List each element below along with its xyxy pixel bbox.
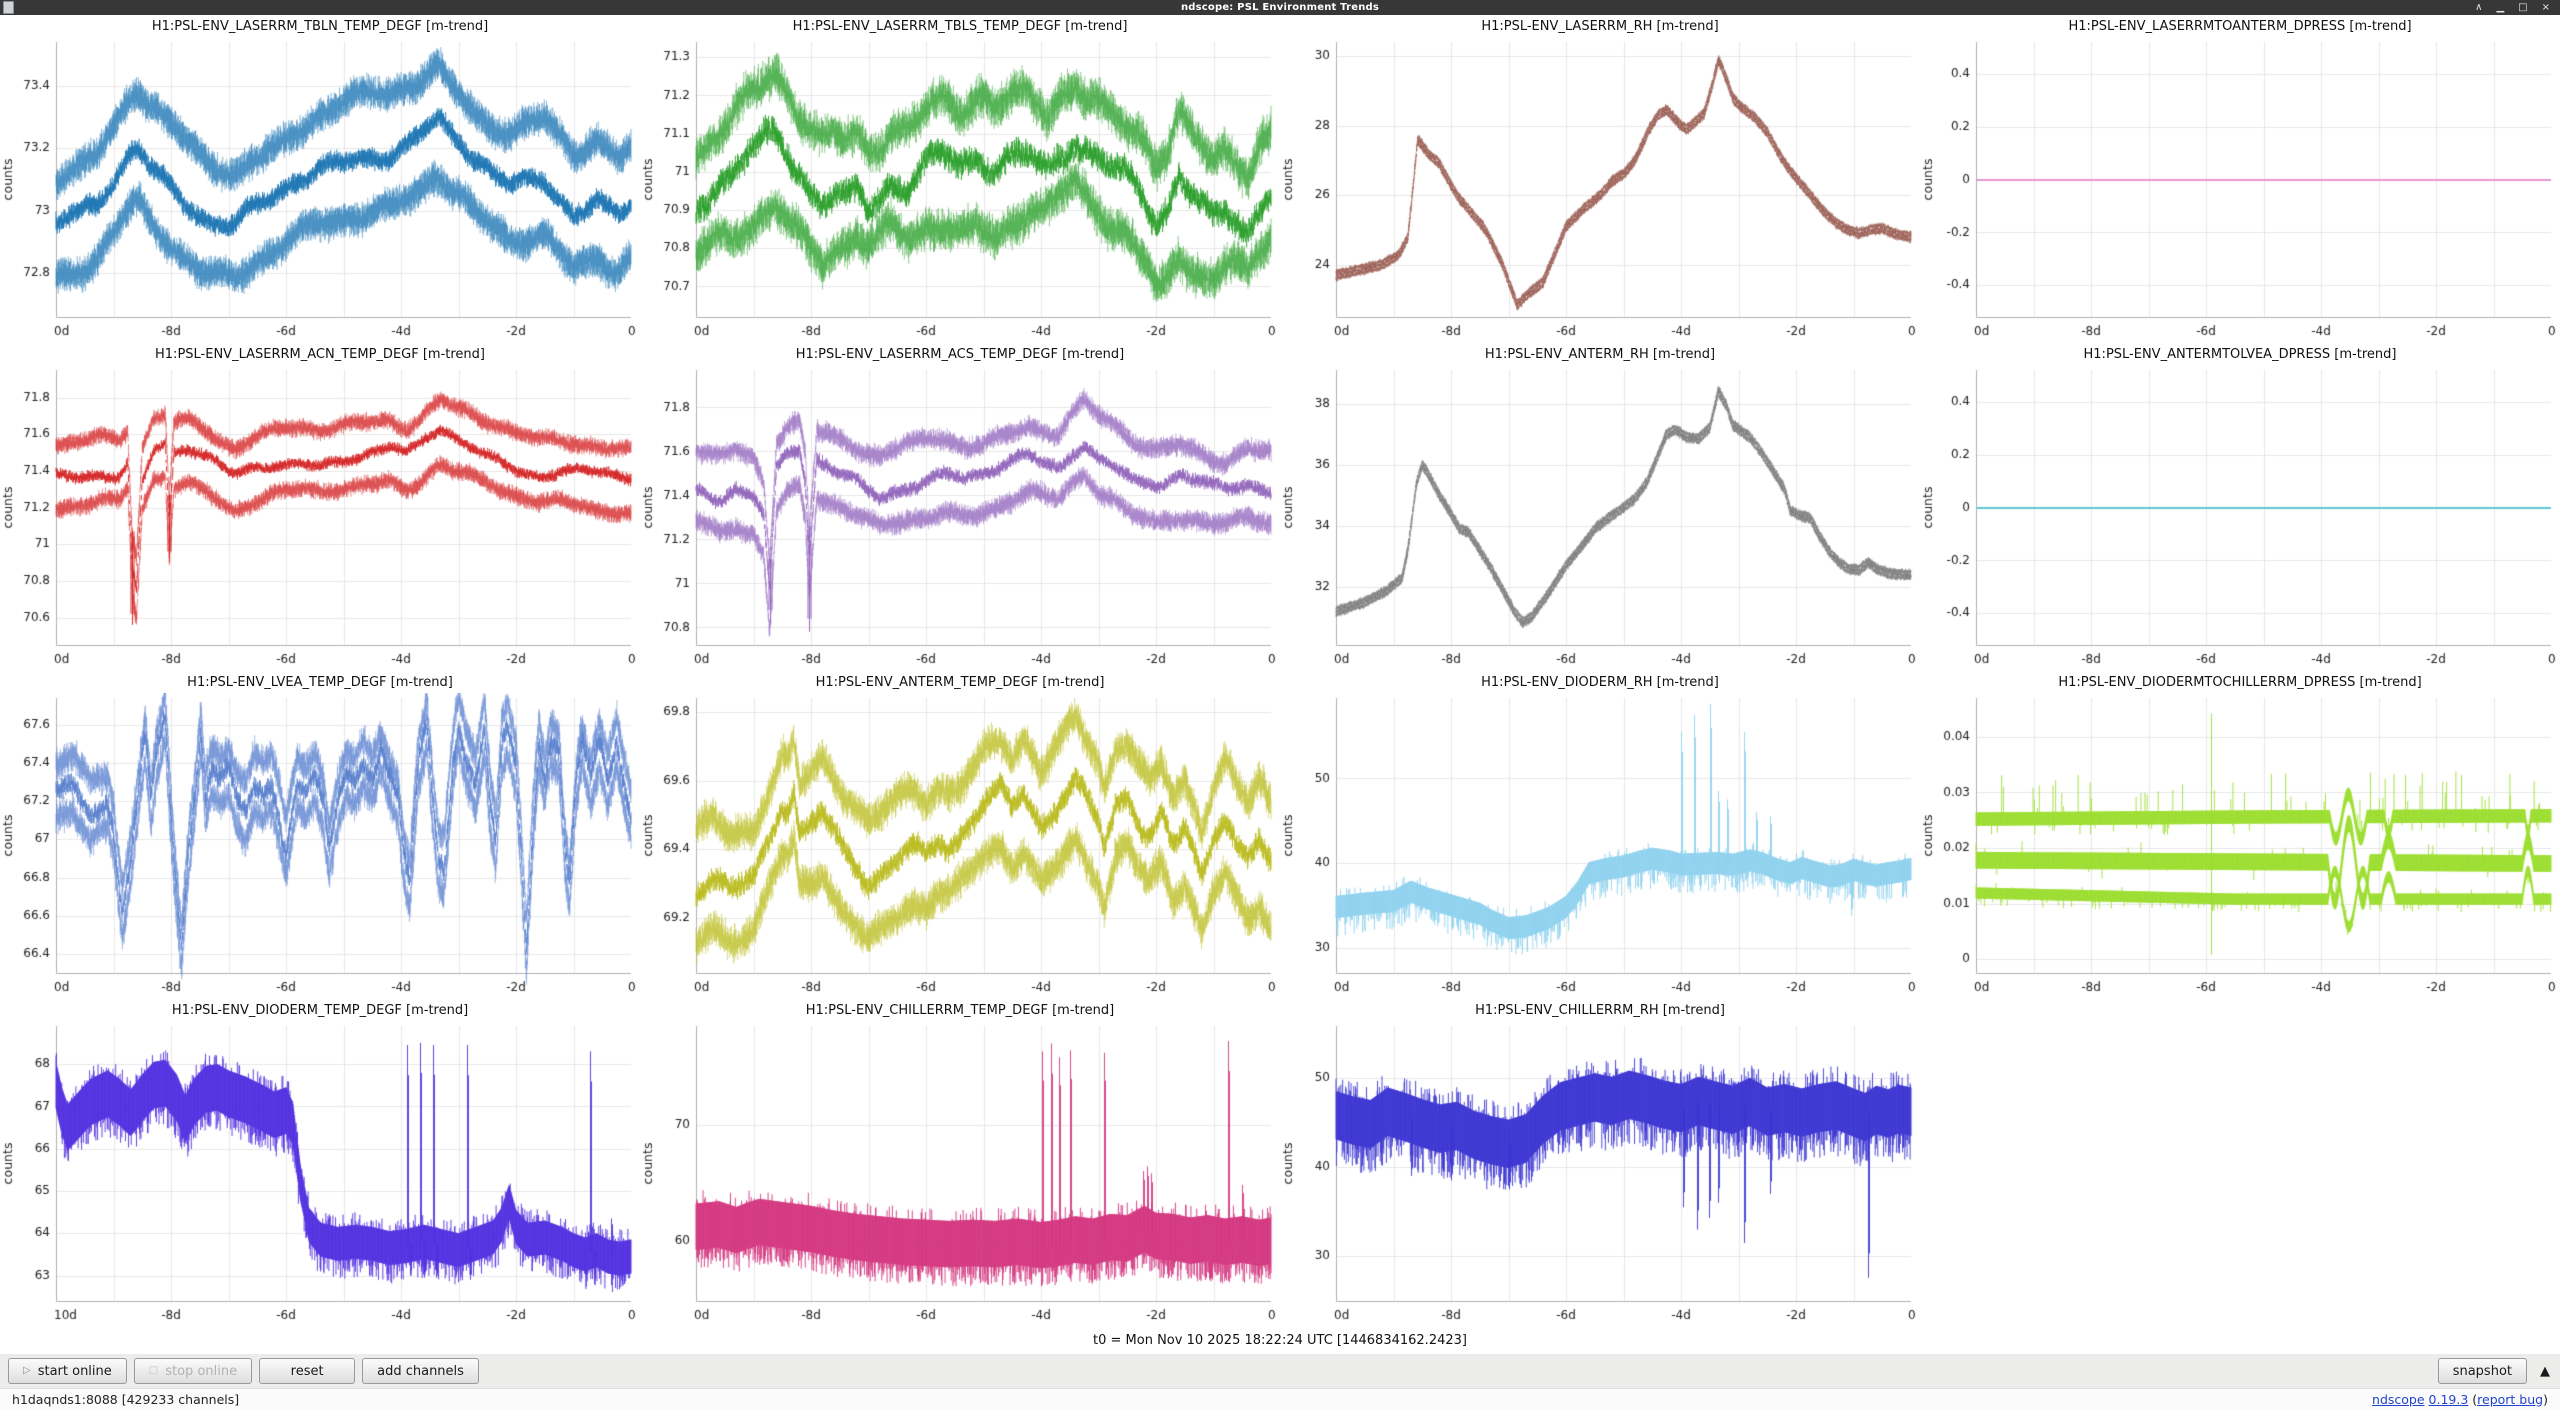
- plot-panel[interactable]: H1:PSL-ENV_ANTERM_TEMP_DEGF [m-trend]: [640, 671, 1280, 999]
- plot-panel[interactable]: H1:PSL-ENV_LVEA_TEMP_DEGF [m-trend]: [0, 671, 640, 999]
- server-status: h1daqnds1:8088 [429233 channels]: [12, 1391, 240, 1407]
- plot-canvas[interactable]: [1280, 693, 1920, 999]
- plot-title: H1:PSL-ENV_LASERRM_TBLS_TEMP_DEGF [m-tre…: [792, 19, 1128, 34]
- stop-online-button[interactable]: □ stop online: [133, 1358, 253, 1384]
- plot-title: H1:PSL-ENV_DIODERM_RH [m-trend]: [1481, 675, 1719, 690]
- plot-canvas[interactable]: [640, 37, 1280, 343]
- plot-title: H1:PSL-ENV_LASERRM_ACN_TEMP_DEGF [m-tren…: [155, 347, 485, 362]
- plot-panel[interactable]: H1:PSL-ENV_DIODERM_TEMP_DEGF [m-trend]: [0, 999, 640, 1327]
- plot-panel[interactable]: H1:PSL-ENV_CHILLERRM_RH [m-trend]: [1280, 999, 1920, 1327]
- plot-canvas[interactable]: [1280, 37, 1920, 343]
- plot-canvas[interactable]: [0, 1021, 640, 1327]
- plot-panel[interactable]: H1:PSL-ENV_DIODERM_RH [m-trend]: [1280, 671, 1920, 999]
- minimize-icon[interactable]: ▁: [2496, 2, 2505, 13]
- plot-title: H1:PSL-ENV_CHILLERRM_TEMP_DEGF [m-trend]: [805, 1003, 1115, 1018]
- plot-canvas[interactable]: [1920, 365, 2560, 671]
- plot-panel[interactable]: H1:PSL-ENV_LASERRM_TBLS_TEMP_DEGF [m-tre…: [640, 15, 1280, 343]
- plot-title: H1:PSL-ENV_DIODERMTOCHILLERRM_DPRESS [m-…: [2058, 675, 2422, 690]
- stop-icon: □: [148, 1365, 159, 1376]
- plot-canvas[interactable]: [0, 365, 640, 671]
- plot-panel[interactable]: H1:PSL-ENV_ANTERMTOLVEA_DPRESS [m-trend]: [1920, 343, 2560, 671]
- plot-title: H1:PSL-ENV_DIODERM_TEMP_DEGF [m-trend]: [171, 1003, 469, 1018]
- plot-title: H1:PSL-ENV_LVEA_TEMP_DEGF [m-trend]: [187, 675, 453, 690]
- version-link[interactable]: 0.19.3: [2428, 1391, 2469, 1407]
- expand-arrow-icon[interactable]: ▲: [2540, 1363, 2550, 1379]
- plot-canvas[interactable]: [640, 1021, 1280, 1327]
- maximize-icon[interactable]: □: [2518, 2, 2528, 13]
- status-bar: h1daqnds1:8088 [429233 channels] ndscope…: [0, 1388, 2560, 1409]
- title-bar: ndscope: PSL Environment Trends ∧ ▁ □ ×: [0, 0, 2560, 15]
- plot-panel[interactable]: H1:PSL-ENV_LASERRM_RH [m-trend]: [1280, 15, 1920, 343]
- plot-canvas[interactable]: [640, 365, 1280, 671]
- plot-title: H1:PSL-ENV_ANTERM_RH [m-trend]: [1484, 347, 1716, 362]
- plot-title: H1:PSL-ENV_LASERRM_RH [m-trend]: [1481, 19, 1719, 34]
- plot-panel[interactable]: H1:PSL-ENV_LASERRM_ACN_TEMP_DEGF [m-tren…: [0, 343, 640, 671]
- ndscope-link[interactable]: ndscope: [2372, 1391, 2425, 1407]
- plot-grid: H1:PSL-ENV_LASERRM_TBLN_TEMP_DEGF [m-tre…: [0, 15, 2560, 1327]
- toolbar: ▷ start online □ stop online reset add c…: [0, 1353, 2560, 1388]
- plot-canvas[interactable]: [1280, 365, 1920, 671]
- plot-panel[interactable]: H1:PSL-ENV_LASERRMTOANTERM_DPRESS [m-tre…: [1920, 15, 2560, 343]
- plot-canvas[interactable]: [0, 37, 640, 343]
- shade-icon[interactable]: ∧: [2475, 2, 2483, 13]
- report-bug-link[interactable]: report bug: [2477, 1391, 2544, 1407]
- plot-title: H1:PSL-ENV_LASERRM_ACS_TEMP_DEGF [m-tren…: [795, 347, 1125, 362]
- empty-cell: [1920, 999, 2560, 1327]
- plot-panel[interactable]: H1:PSL-ENV_LASERRM_ACS_TEMP_DEGF [m-tren…: [640, 343, 1280, 671]
- plot-canvas[interactable]: [1920, 37, 2560, 343]
- plot-canvas[interactable]: [1920, 693, 2560, 999]
- plot-title: H1:PSL-ENV_ANTERM_TEMP_DEGF [m-trend]: [815, 675, 1105, 690]
- plot-title: H1:PSL-ENV_LASERRMTOANTERM_DPRESS [m-tre…: [2068, 19, 2412, 34]
- snapshot-button[interactable]: snapshot: [2437, 1358, 2527, 1384]
- reset-button[interactable]: reset: [259, 1358, 356, 1384]
- close-icon[interactable]: ×: [2541, 2, 2550, 13]
- plot-canvas[interactable]: [0, 693, 640, 999]
- plot-panel[interactable]: H1:PSL-ENV_LASERRM_TBLN_TEMP_DEGF [m-tre…: [0, 15, 640, 343]
- plot-panel[interactable]: H1:PSL-ENV_DIODERMTOCHILLERRM_DPRESS [m-…: [1920, 671, 2560, 999]
- add-channels-button[interactable]: add channels: [362, 1358, 479, 1384]
- window-title: ndscope: PSL Environment Trends: [1180, 2, 1380, 13]
- plot-canvas[interactable]: [1280, 1021, 1920, 1327]
- play-icon: ▷: [23, 1365, 31, 1376]
- start-online-button[interactable]: ▷ start online: [8, 1358, 127, 1384]
- plot-panel[interactable]: H1:PSL-ENV_CHILLERRM_TEMP_DEGF [m-trend]: [640, 999, 1280, 1327]
- app-icon: [3, 1, 14, 14]
- plot-canvas[interactable]: [640, 693, 1280, 999]
- t0-label: t0 = Mon Nov 10 2025 18:22:24 UTC [14468…: [0, 1327, 2560, 1353]
- plot-title: H1:PSL-ENV_CHILLERRM_RH [m-trend]: [1475, 1003, 1725, 1018]
- plot-title: H1:PSL-ENV_ANTERMTOLVEA_DPRESS [m-trend]: [2083, 347, 2397, 362]
- plot-panel[interactable]: H1:PSL-ENV_ANTERM_RH [m-trend]: [1280, 343, 1920, 671]
- plot-title: H1:PSL-ENV_LASERRM_TBLN_TEMP_DEGF [m-tre…: [151, 19, 489, 34]
